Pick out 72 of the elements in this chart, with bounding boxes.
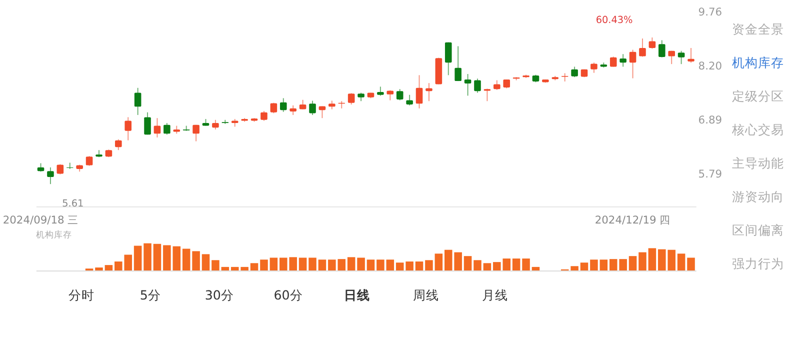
bar <box>298 258 307 270</box>
bar <box>318 260 326 270</box>
bar <box>386 260 394 270</box>
text: 强力行为 <box>732 256 784 272</box>
text: 5分 <box>140 288 161 303</box>
bar <box>474 260 482 270</box>
bar <box>590 260 598 270</box>
text: 月线 <box>482 288 508 303</box>
text: 定级分区 <box>732 88 784 104</box>
bar <box>619 259 627 270</box>
bar <box>580 262 588 270</box>
bar <box>153 244 162 270</box>
bar <box>522 258 530 270</box>
bar <box>347 257 356 270</box>
bar <box>270 258 278 270</box>
bar <box>406 262 414 270</box>
bar <box>144 243 152 270</box>
bar <box>172 246 181 270</box>
text: 60分 <box>274 288 303 303</box>
y-tick-label: 5.79 <box>698 168 722 181</box>
text: 核心交易 <box>730 122 784 138</box>
bar <box>202 254 210 270</box>
chart-title: 机构库存 <box>36 229 72 240</box>
text: 游资动向 <box>732 189 784 204</box>
bar <box>250 263 258 270</box>
bar <box>570 266 578 270</box>
text: 日线 <box>344 288 370 303</box>
bar <box>192 251 200 270</box>
bar <box>260 260 268 270</box>
bar <box>95 267 103 270</box>
annotation: 60.43% <box>596 14 633 26</box>
bar <box>308 258 316 270</box>
bar <box>182 248 190 270</box>
bar <box>230 266 239 270</box>
bar <box>677 254 686 270</box>
text: 周线 <box>413 288 440 303</box>
bar <box>212 260 220 270</box>
y-tick-label: 8.20 <box>698 60 722 73</box>
y-tick-label: 6.89 <box>698 114 722 127</box>
bar <box>415 262 424 270</box>
bar <box>366 260 375 270</box>
bar <box>609 259 618 270</box>
bar <box>134 246 142 270</box>
bar <box>163 245 171 270</box>
bar <box>357 258 365 270</box>
bar <box>464 256 472 270</box>
bar <box>687 258 695 270</box>
bar <box>434 254 443 270</box>
annotation: 5.61 <box>62 198 84 210</box>
bar <box>240 266 248 270</box>
text: 区间偏离 <box>732 222 784 238</box>
bar <box>425 260 433 270</box>
y-tick-label: 9.76 <box>698 6 722 19</box>
bar <box>638 252 646 270</box>
bar <box>396 262 404 270</box>
x-tick-label: 2024/09/18 三 <box>2 213 79 226</box>
text: 机构库存 <box>732 55 784 70</box>
bar <box>221 266 230 270</box>
text: 资金全景 <box>732 22 784 37</box>
text: 主导动能 <box>732 156 784 171</box>
bar <box>628 256 637 270</box>
bar <box>600 260 608 270</box>
bar <box>648 248 656 270</box>
text: 30分 <box>204 288 234 303</box>
text: 分时 <box>68 288 95 303</box>
bar <box>483 263 492 270</box>
candlestick <box>66 162 74 170</box>
bar <box>376 260 384 270</box>
bar <box>532 266 540 270</box>
x-tick-label: 2024/12/19 四 <box>594 213 671 226</box>
bar <box>104 265 113 270</box>
bar <box>512 258 520 270</box>
